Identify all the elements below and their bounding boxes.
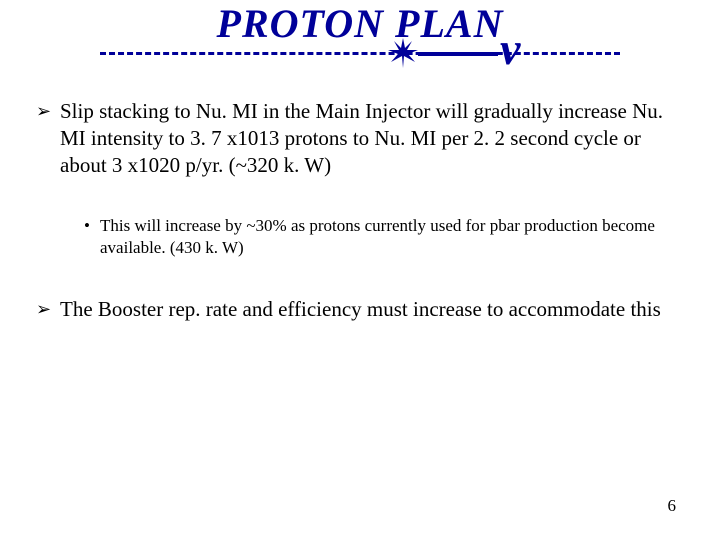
- slide: PROTON PLAN ν ➢ Slip stacking to Nu. MI …: [0, 0, 720, 540]
- title-underline: ν: [100, 44, 620, 74]
- title-area: PROTON PLAN ν: [0, 0, 720, 78]
- arrow-icon: ➢: [36, 100, 51, 123]
- slide-title: PROTON PLAN: [0, 0, 720, 47]
- sub-bullet-item: • This will increase by ~30% as protons …: [36, 215, 684, 260]
- bullet-item: ➢ The Booster rep. rate and efficiency m…: [36, 296, 684, 323]
- bullet-text: This will increase by ~30% as protons cu…: [100, 216, 655, 257]
- nu-icon: ν: [500, 22, 520, 75]
- starburst-icon: [388, 38, 418, 68]
- bullet-text: Slip stacking to Nu. MI in the Main Inje…: [60, 99, 663, 177]
- page-number: 6: [668, 496, 677, 516]
- dot-icon: •: [84, 215, 90, 237]
- content-area: ➢ Slip stacking to Nu. MI in the Main In…: [36, 98, 684, 358]
- dashed-line: [100, 52, 620, 55]
- solid-line: [418, 52, 498, 56]
- bullet-item: ➢ Slip stacking to Nu. MI in the Main In…: [36, 98, 684, 179]
- bullet-text: The Booster rep. rate and efficiency mus…: [60, 297, 661, 321]
- arrow-icon: ➢: [36, 298, 51, 321]
